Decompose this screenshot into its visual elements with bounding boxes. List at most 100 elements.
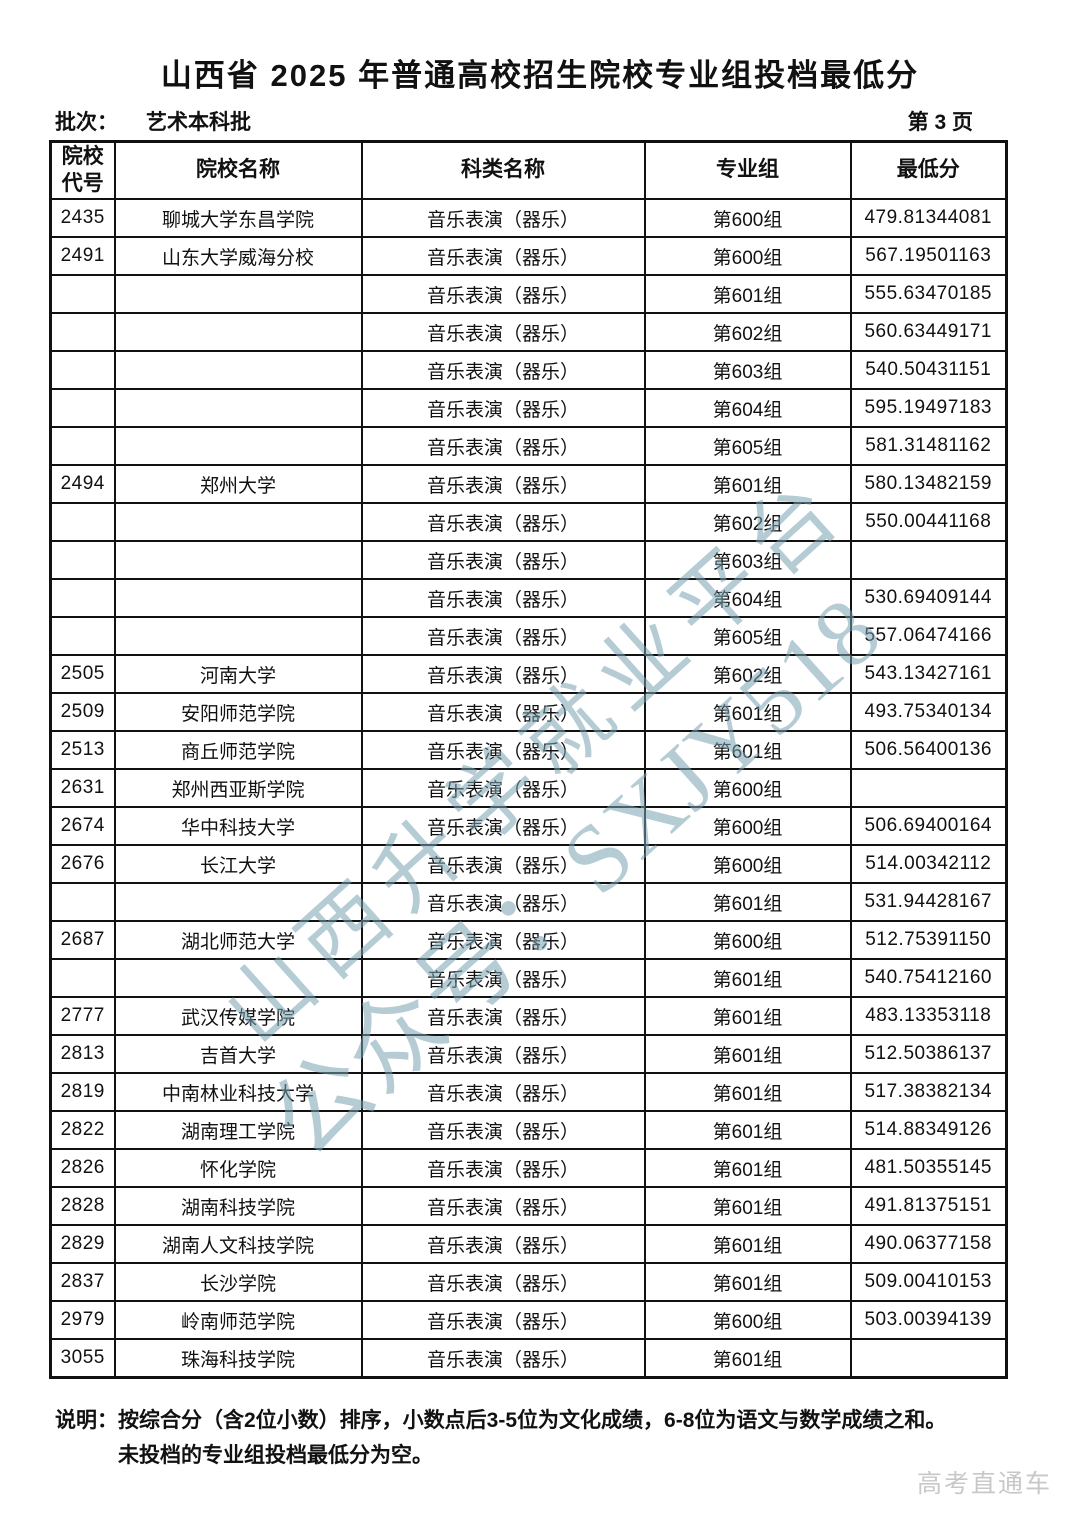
cell-college-code: 2631 bbox=[49, 768, 116, 808]
page-number: 第 3 页 bbox=[907, 111, 973, 134]
table-row: 2491 山东大学威海分校 音乐表演（器乐） 第600组 567.1950116… bbox=[49, 236, 1008, 276]
cell-college-name bbox=[113, 882, 363, 922]
cell-min-score: 530.69409144 bbox=[849, 578, 1008, 618]
cell-min-score: 567.19501163 bbox=[849, 236, 1008, 276]
table-row: 3055 珠海科技学院 音乐表演（器乐） 第601组 bbox=[49, 1338, 1008, 1379]
cell-college-code bbox=[49, 312, 116, 352]
cell-category: 音乐表演（器乐） bbox=[360, 654, 646, 694]
cell-min-score bbox=[849, 540, 1008, 580]
table-row: 音乐表演（器乐） 第601组 531.94428167 bbox=[49, 882, 1008, 922]
cell-group: 第601组 bbox=[643, 1186, 852, 1226]
cell-college-code bbox=[49, 502, 116, 542]
col-header-group: 专业组 bbox=[643, 140, 852, 200]
cell-category: 音乐表演（器乐） bbox=[360, 1262, 646, 1302]
cell-college-code: 2822 bbox=[49, 1110, 116, 1150]
cell-group: 第603组 bbox=[643, 350, 852, 390]
cell-group: 第605组 bbox=[643, 616, 852, 656]
cell-min-score: 493.75340134 bbox=[849, 692, 1008, 732]
cell-min-score: 512.50386137 bbox=[849, 1034, 1008, 1074]
table-row: 2435 聊城大学东昌学院 音乐表演（器乐） 第600组 479.8134408… bbox=[49, 198, 1008, 238]
cell-college-code: 2513 bbox=[49, 730, 116, 770]
cell-college-name: 怀化学院 bbox=[113, 1148, 363, 1188]
cell-min-score: 595.19497183 bbox=[849, 388, 1008, 428]
cell-group: 第601组 bbox=[643, 1072, 852, 1112]
cell-category: 音乐表演（器乐） bbox=[360, 540, 646, 580]
cell-college-code: 2777 bbox=[49, 996, 116, 1036]
cell-college-code: 2494 bbox=[49, 464, 116, 504]
cell-college-name bbox=[113, 274, 363, 314]
table-row: 2822 湖南理工学院 音乐表演（器乐） 第601组 514.88349126 bbox=[49, 1110, 1008, 1150]
cell-college-code bbox=[49, 350, 116, 390]
cell-group: 第601组 bbox=[643, 882, 852, 922]
cell-min-score: 555.63470185 bbox=[849, 274, 1008, 314]
cell-college-code: 2491 bbox=[49, 236, 116, 276]
cell-college-name: 武汉传媒学院 bbox=[113, 996, 363, 1036]
table-row: 音乐表演（器乐） 第602组 560.63449171 bbox=[49, 312, 1008, 352]
table-row: 2687 湖北师范大学 音乐表演（器乐） 第600组 512.75391150 bbox=[49, 920, 1008, 960]
cell-category: 音乐表演（器乐） bbox=[360, 958, 646, 998]
table-row: 2819 中南林业科技大学 音乐表演（器乐） 第601组 517.3838213… bbox=[49, 1072, 1008, 1112]
cell-min-score: 580.13482159 bbox=[849, 464, 1008, 504]
table-row: 音乐表演（器乐） 第603组 bbox=[49, 540, 1008, 580]
cell-college-name bbox=[113, 502, 363, 542]
cell-category: 音乐表演（器乐） bbox=[360, 274, 646, 314]
cell-college-name: 长江大学 bbox=[113, 844, 363, 884]
cell-college-code: 2979 bbox=[49, 1300, 116, 1340]
cell-min-score: 540.75412160 bbox=[849, 958, 1008, 998]
cell-category: 音乐表演（器乐） bbox=[360, 768, 646, 808]
table-row: 音乐表演（器乐） 第601组 555.63470185 bbox=[49, 274, 1008, 314]
cell-category: 音乐表演（器乐） bbox=[360, 844, 646, 884]
cell-college-name: 商丘师范学院 bbox=[113, 730, 363, 770]
table-row: 2676 长江大学 音乐表演（器乐） 第600组 514.00342112 bbox=[49, 844, 1008, 884]
cell-category: 音乐表演（器乐） bbox=[360, 1110, 646, 1150]
cell-group: 第603组 bbox=[643, 540, 852, 580]
note-line-2: 未投档的专业组投档最低分为空。 bbox=[118, 1443, 433, 1467]
table-row: 2777 武汉传媒学院 音乐表演（器乐） 第601组 483.13353118 bbox=[49, 996, 1008, 1036]
table-row: 音乐表演（器乐） 第602组 550.00441168 bbox=[49, 502, 1008, 542]
cell-category: 音乐表演（器乐） bbox=[360, 616, 646, 656]
cell-min-score: 543.13427161 bbox=[849, 654, 1008, 694]
page-title: 山西省 2025 年普通高校招生院校专业组投档最低分 bbox=[160, 58, 920, 93]
cell-college-name bbox=[113, 350, 363, 390]
col-header-category: 科类名称 bbox=[360, 140, 646, 200]
cell-category: 音乐表演（器乐） bbox=[360, 730, 646, 770]
cell-college-code: 2687 bbox=[49, 920, 116, 960]
cell-min-score: 512.75391150 bbox=[849, 920, 1008, 960]
cell-college-name: 湖南理工学院 bbox=[113, 1110, 363, 1150]
cell-college-name bbox=[113, 312, 363, 352]
cell-category: 音乐表演（器乐） bbox=[360, 1072, 646, 1112]
table-row: 2631 郑州西亚斯学院 音乐表演（器乐） 第600组 bbox=[49, 768, 1008, 808]
cell-group: 第600组 bbox=[643, 920, 852, 960]
cell-college-code: 2828 bbox=[49, 1186, 116, 1226]
cell-group: 第600组 bbox=[643, 768, 852, 808]
cell-group: 第601组 bbox=[643, 996, 852, 1036]
cell-group: 第601组 bbox=[643, 1034, 852, 1074]
cell-min-score: 531.94428167 bbox=[849, 882, 1008, 922]
cell-college-code: 2509 bbox=[49, 692, 116, 732]
cell-college-code bbox=[49, 426, 116, 466]
table-row: 2813 吉首大学 音乐表演（器乐） 第601组 512.50386137 bbox=[49, 1034, 1008, 1074]
cell-college-code: 3055 bbox=[49, 1338, 116, 1379]
cell-college-name: 吉首大学 bbox=[113, 1034, 363, 1074]
cell-category: 音乐表演（器乐） bbox=[360, 996, 646, 1036]
cell-min-score: 483.13353118 bbox=[849, 996, 1008, 1036]
cell-college-code: 2819 bbox=[49, 1072, 116, 1112]
cell-category: 音乐表演（器乐） bbox=[360, 350, 646, 390]
cell-group: 第601组 bbox=[643, 1224, 852, 1264]
cell-min-score: 557.06474166 bbox=[849, 616, 1008, 656]
table-body: 2435 聊城大学东昌学院 音乐表演（器乐） 第600组 479.8134408… bbox=[49, 198, 1008, 1379]
cell-group: 第601组 bbox=[643, 958, 852, 998]
table-row: 2979 岭南师范学院 音乐表演（器乐） 第600组 503.00394139 bbox=[49, 1300, 1008, 1340]
batch-line: 批次： 艺术本科批 bbox=[55, 106, 251, 136]
cell-min-score: 509.00410153 bbox=[849, 1262, 1008, 1302]
cell-group: 第602组 bbox=[643, 502, 852, 542]
cell-college-code: 2826 bbox=[49, 1148, 116, 1188]
cell-category: 音乐表演（器乐） bbox=[360, 1338, 646, 1379]
cell-college-name: 岭南师范学院 bbox=[113, 1300, 363, 1340]
cell-category: 音乐表演（器乐） bbox=[360, 1186, 646, 1226]
table-row: 2505 河南大学 音乐表演（器乐） 第602组 543.13427161 bbox=[49, 654, 1008, 694]
cell-category: 音乐表演（器乐） bbox=[360, 312, 646, 352]
batch-value: 艺术本科批 bbox=[146, 111, 251, 134]
batch-label: 批次： bbox=[55, 111, 118, 134]
cell-college-name: 长沙学院 bbox=[113, 1262, 363, 1302]
